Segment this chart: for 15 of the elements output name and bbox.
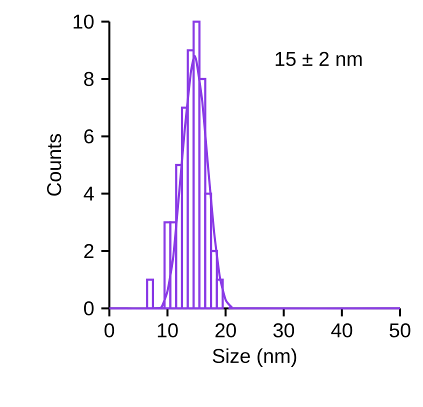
y-tick-label: 2	[84, 244, 94, 258]
y-tick-label: 6	[84, 129, 94, 144]
y-axis-title: Counts	[47, 134, 62, 196]
x-tick-label: 20	[215, 323, 236, 338]
x-tick-label: 30	[273, 323, 294, 338]
y-tick-label: 8	[84, 72, 94, 86]
y-tick-label: 0	[84, 301, 94, 316]
y-tick-label: 10	[74, 14, 94, 29]
annotation: 15 ± 2 nm	[276, 52, 362, 66]
x-axis-title: Size (nm)	[212, 348, 296, 367]
x-tick-label: 50	[390, 323, 410, 338]
x-tick-label: 40	[331, 323, 352, 338]
x-tick-label: 0	[104, 323, 114, 338]
y-tick-label: 4	[84, 186, 94, 201]
x-tick-label: 10	[158, 323, 178, 338]
